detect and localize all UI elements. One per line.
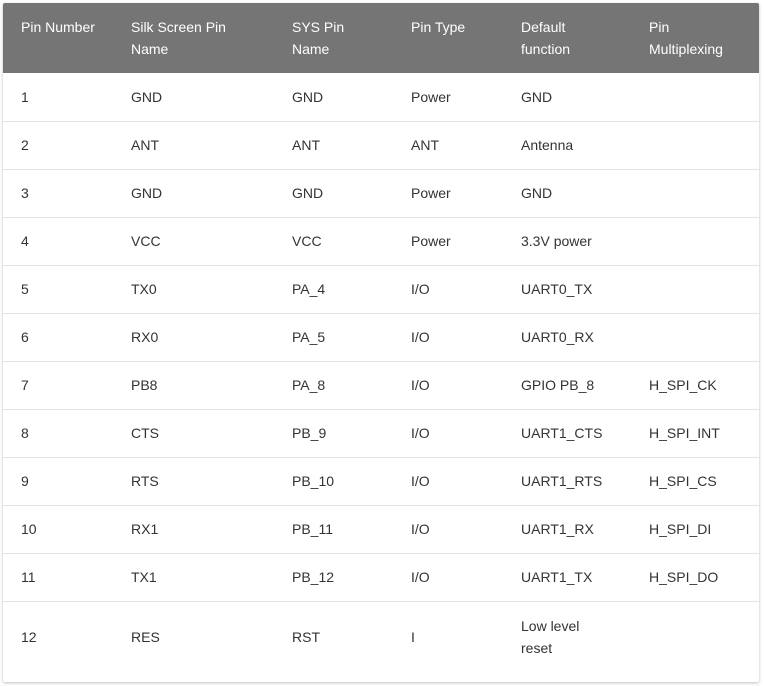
table-row: 2 ANT ANT ANT Antenna bbox=[3, 120, 759, 169]
cell-pin-type: Power bbox=[393, 168, 503, 217]
cell-pin-multiplexing bbox=[631, 216, 759, 265]
cell-pin-number: 8 bbox=[3, 408, 113, 457]
cell-pin-number: 12 bbox=[3, 600, 113, 672]
cell-default-function: UART0_RX bbox=[503, 312, 631, 361]
cell-default-function: UART1_RTS bbox=[503, 456, 631, 505]
cell-pin-multiplexing: H_SPI_DI bbox=[631, 504, 759, 553]
cell-sys-pin-name: GND bbox=[274, 168, 393, 217]
cell-silk-screen-name: GND bbox=[113, 168, 274, 217]
cell-pin-type: Power bbox=[411, 88, 451, 105]
cell-silk-screen-name: RTS bbox=[113, 456, 274, 505]
cell-pin-multiplexing bbox=[631, 600, 759, 672]
cell-pin-type: I/O bbox=[393, 312, 503, 361]
pin-table-card: Pin Number Silk Screen Pin Name SYS Pin … bbox=[3, 3, 759, 682]
cell-default-function: GND bbox=[521, 88, 553, 105]
table-row: 5 TX0 PA_4 I/O UART0_TX bbox=[3, 264, 759, 313]
cell-pin-multiplexing bbox=[631, 312, 759, 361]
table-row: 1 GND GND Power GND bbox=[3, 73, 759, 121]
table-row: 6 RX0 PA_5 I/O UART0_RX bbox=[3, 312, 759, 361]
cell-pin-type: I/O bbox=[393, 360, 503, 409]
cell-pin-number: 7 bbox=[3, 360, 113, 409]
cell-sys-pin-name: PA_8 bbox=[274, 360, 393, 409]
cell-pin-number: 4 bbox=[3, 216, 113, 265]
cell-pin-multiplexing: H_SPI_CS bbox=[631, 456, 759, 505]
table-body: 1 GND GND Power GND 2 ANT ANT ANT Antenna 3 GND GND P… bbox=[3, 73, 759, 672]
cell-silk-screen-name: ANT bbox=[113, 120, 274, 169]
header-row: Pin Number Silk Screen Pin Name SYS Pin … bbox=[3, 3, 759, 73]
cell-pin-number: 1 bbox=[21, 88, 29, 105]
cell-silk-screen-name: RX0 bbox=[113, 312, 274, 361]
table-row: 4 VCC VCC Power 3.3V power bbox=[3, 216, 759, 265]
cell-pin-multiplexing bbox=[631, 264, 759, 313]
cell-default-function: GND bbox=[503, 168, 631, 217]
cell-silk-screen-name: TX1 bbox=[113, 552, 274, 601]
header-pin-number: Pin Number bbox=[3, 3, 113, 73]
cell-pin-type: I/O bbox=[393, 408, 503, 457]
cell-sys-pin-name: PB_11 bbox=[274, 504, 393, 553]
cell-pin-multiplexing bbox=[631, 73, 759, 121]
cell-sys-pin-name: RST bbox=[274, 600, 393, 672]
cell-pin-number: 3 bbox=[3, 168, 113, 217]
cell-sys-pin-name: PB_10 bbox=[274, 456, 393, 505]
cell-default-function: 3.3V power bbox=[503, 216, 631, 265]
cell-default-function: UART1_RX bbox=[503, 504, 631, 553]
cell-pin-type: I/O bbox=[393, 552, 503, 601]
cell-pin-number: 10 bbox=[3, 504, 113, 553]
cell-pin-type: I bbox=[393, 600, 503, 672]
cell-default-function: UART0_TX bbox=[503, 264, 631, 313]
cell-pin-type: Power bbox=[393, 216, 503, 265]
cell-pin-type: I/O bbox=[393, 264, 503, 313]
cell-sys-pin-name: PB_12 bbox=[274, 552, 393, 601]
cell-sys-pin-name: PA_5 bbox=[274, 312, 393, 361]
table-row: 10 RX1 PB_11 I/O UART1_RX H_SPI_DI bbox=[3, 504, 759, 553]
table-row: 12 RES RST I Low level reset bbox=[3, 600, 759, 672]
header-pin-type: Pin Type bbox=[393, 3, 503, 73]
cell-pin-number: 11 bbox=[3, 552, 113, 601]
cell-pin-multiplexing bbox=[631, 168, 759, 217]
table-row: 7 PB8 PA_8 I/O GPIO PB_8 H_SPI_CK bbox=[3, 360, 759, 409]
table-row: 8 CTS PB_9 I/O UART1_CTS H_SPI_INT bbox=[3, 408, 759, 457]
cell-silk-screen-name: VCC bbox=[113, 216, 274, 265]
cell-silk-screen-name: CTS bbox=[113, 408, 274, 457]
pin-table: Pin Number Silk Screen Pin Name SYS Pin … bbox=[3, 3, 759, 672]
cell-sys-pin-name: ANT bbox=[274, 120, 393, 169]
cell-pin-type: ANT bbox=[393, 120, 503, 169]
cell-silk-screen-name: TX0 bbox=[113, 264, 274, 313]
cell-sys-pin-name: PA_4 bbox=[274, 264, 393, 313]
cell-default-function: GPIO PB_8 bbox=[503, 360, 631, 409]
header-default-function: Default function bbox=[503, 3, 631, 73]
cell-default-function: Low level reset bbox=[503, 600, 631, 672]
cell-default-function: UART1_CTS bbox=[503, 408, 631, 457]
cell-pin-multiplexing: H_SPI_INT bbox=[631, 408, 759, 457]
cell-pin-number: 6 bbox=[3, 312, 113, 361]
cell-silk-screen-name: PB8 bbox=[113, 360, 274, 409]
header-pin-multiplexing: Pin Multiplexing bbox=[631, 3, 759, 73]
header-sys-pin-name: SYS Pin Name bbox=[274, 3, 393, 73]
cell-pin-type: I/O bbox=[393, 456, 503, 505]
cell-pin-number: 5 bbox=[3, 264, 113, 313]
cell-sys-pin-name: GND bbox=[292, 88, 324, 105]
cell-silk-screen-name: RES bbox=[113, 600, 274, 672]
table-row: 11 TX1 PB_12 I/O UART1_TX H_SPI_DO bbox=[3, 552, 759, 601]
table-row: 3 GND GND Power GND bbox=[3, 168, 759, 217]
table-header: Pin Number Silk Screen Pin Name SYS Pin … bbox=[3, 3, 759, 73]
header-silk-screen-pin-name: Silk Screen Pin Name bbox=[113, 3, 274, 73]
table-row: 9 RTS PB_10 I/O UART1_RTS H_SPI_CS bbox=[3, 456, 759, 505]
cell-default-function: Antenna bbox=[503, 120, 631, 169]
cell-pin-multiplexing bbox=[631, 120, 759, 169]
cell-pin-multiplexing: H_SPI_DO bbox=[631, 552, 759, 601]
cell-pin-number: 9 bbox=[3, 456, 113, 505]
cell-silk-screen-name: RX1 bbox=[113, 504, 274, 553]
cell-pin-type: I/O bbox=[393, 504, 503, 553]
cell-sys-pin-name: PB_9 bbox=[274, 408, 393, 457]
cell-default-function: UART1_TX bbox=[503, 552, 631, 601]
cell-pin-multiplexing: H_SPI_CK bbox=[631, 360, 759, 409]
cell-sys-pin-name: VCC bbox=[274, 216, 393, 265]
cell-silk-screen-name: GND bbox=[131, 88, 163, 105]
cell-pin-number: 2 bbox=[3, 120, 113, 169]
